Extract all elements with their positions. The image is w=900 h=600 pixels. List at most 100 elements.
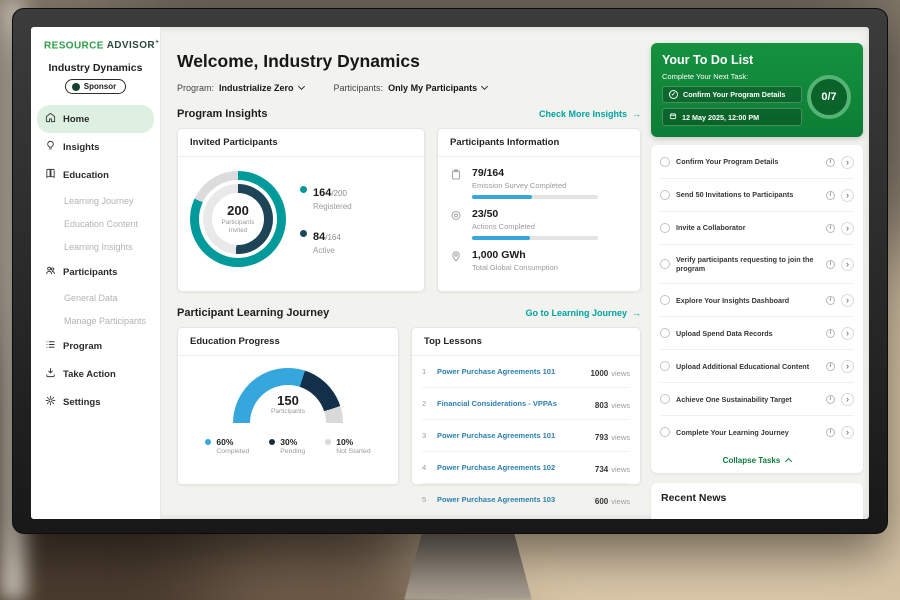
- legend-label: Active: [313, 246, 335, 255]
- sidebar-item-take-action[interactable]: Take Action: [31, 360, 160, 388]
- task-row[interactable]: Achieve One Sustainability Target i ›: [660, 383, 854, 417]
- gauge-center-label: Participants: [271, 408, 305, 415]
- collapse-tasks-button[interactable]: Collapse Tasks: [660, 448, 854, 472]
- task-checkbox[interactable]: [660, 427, 670, 438]
- info-icon[interactable]: i: [826, 427, 835, 437]
- info-icon[interactable]: i: [826, 394, 835, 404]
- sidebar-nav: Home Insights Education Learning Journey…: [31, 105, 160, 416]
- next-task-chip[interactable]: ✓ Confirm Your Program Details: [662, 86, 802, 103]
- program-insights-header: Program Insights Check More Insights →: [177, 108, 641, 120]
- lesson-title-link[interactable]: Power Purchase Agreements 103: [437, 495, 556, 504]
- lesson-row[interactable]: 3 Power Purchase Agreements 101 793 views: [422, 420, 630, 452]
- task-row[interactable]: Verify participants requesting to join t…: [660, 245, 854, 285]
- chevron-right-icon[interactable]: ›: [841, 293, 854, 307]
- lesson-title-link[interactable]: Power Purchase Agreements 101: [437, 367, 556, 376]
- lesson-views: 734 views: [595, 459, 630, 477]
- task-row[interactable]: Explore Your Insights Dashboard i ›: [660, 284, 854, 318]
- todo-task-list: Confirm Your Program Details i › Send 50…: [651, 145, 863, 474]
- sidebar-item-label: Home: [63, 113, 90, 125]
- legend-text: 30% Pending: [280, 437, 305, 455]
- sidebar-item-insights[interactable]: Insights: [31, 133, 160, 161]
- chevron-right-icon[interactable]: ›: [841, 425, 854, 439]
- legend-value: 164: [313, 187, 332, 199]
- lesson-row[interactable]: 1 Power Purchase Agreements 101 1000 view…: [422, 356, 630, 388]
- info-icon[interactable]: i: [826, 328, 835, 338]
- task-checkbox[interactable]: [660, 223, 670, 233]
- sidebar-item-manage-participants[interactable]: Manage Participants: [64, 315, 147, 326]
- sidebar-item-general-data[interactable]: General Data: [64, 292, 118, 303]
- sidebar-item-education-content[interactable]: Education Content: [64, 218, 139, 229]
- views-value: 793: [594, 432, 609, 442]
- task-row[interactable]: Upload Additional Educational Content i …: [660, 350, 854, 384]
- donut-center-value: 200: [227, 203, 249, 219]
- info-icon[interactable]: i: [826, 157, 835, 167]
- chevron-right-icon[interactable]: ›: [841, 257, 854, 271]
- program-filter-dropdown[interactable]: Program: Industrialize Zero: [177, 82, 305, 93]
- chevron-right-icon[interactable]: ›: [841, 221, 854, 235]
- task-checkbox[interactable]: [660, 259, 670, 270]
- task-checkbox[interactable]: [660, 394, 670, 405]
- people-icon: [45, 265, 56, 279]
- task-row[interactable]: Send 50 Invitations to Participants i ›: [660, 179, 854, 212]
- task-checkbox[interactable]: [660, 157, 670, 167]
- info-icon[interactable]: i: [826, 361, 835, 371]
- legend-text: 84/164 Active: [313, 227, 341, 255]
- chevron-right-icon[interactable]: ›: [841, 155, 854, 169]
- stat-content: 23/50 Actions Completed: [472, 208, 598, 240]
- task-row[interactable]: Invite a Collaborator i ›: [660, 212, 854, 245]
- filter-label: Participants:: [333, 83, 384, 93]
- task-checkbox[interactable]: [660, 328, 670, 339]
- sidebar-item-learning-insights[interactable]: Learning Insights: [64, 241, 133, 252]
- participants-filter-dropdown[interactable]: Participants: Only My Participants: [333, 82, 489, 93]
- lesson-title-link[interactable]: Power Purchase Agreements 102: [437, 463, 556, 472]
- info-icon[interactable]: i: [826, 223, 835, 233]
- legend-value: 30%: [280, 437, 298, 447]
- task-checkbox[interactable]: [660, 295, 670, 306]
- sponsor-badge[interactable]: Sponsor: [64, 79, 127, 95]
- next-task-due: 12 May 2025, 12:00 PM: [682, 112, 760, 122]
- filter-value: Only My Participants: [388, 83, 478, 93]
- lesson-row[interactable]: 2 Financial Considerations - VPPAs 803 vi…: [422, 388, 630, 420]
- card-title: Education Progress: [178, 328, 398, 356]
- stat-label: Total Global Consumption: [472, 263, 558, 272]
- next-task-label: Confirm Your Program Details: [683, 90, 786, 99]
- sidebar-item-education[interactable]: Education: [31, 161, 160, 189]
- task-row[interactable]: Complete Your Learning Journey i ›: [660, 416, 854, 448]
- info-icon[interactable]: i: [826, 190, 835, 200]
- invited-participants-card: Invited Participants 200 Participants In…: [177, 128, 425, 292]
- lesson-title-link[interactable]: Financial Considerations - VPPAs: [437, 399, 557, 408]
- stat-value: 1,000 GWh: [472, 249, 526, 261]
- sidebar-item-label: Take Action: [63, 368, 116, 380]
- insights-cards-row: Invited Participants 200 Participants In…: [177, 128, 641, 292]
- task-row[interactable]: Upload Spend Data Records i ›: [660, 317, 854, 351]
- lesson-row[interactable]: 5 Power Purchase Agreements 103 600 views: [422, 484, 630, 515]
- lesson-row[interactable]: 4 Power Purchase Agreements 102 734 views: [422, 452, 630, 484]
- task-checkbox[interactable]: [660, 361, 670, 372]
- chevron-right-icon[interactable]: ›: [841, 188, 854, 202]
- home-icon: [45, 112, 56, 126]
- lesson-title-link[interactable]: Power Purchase Agreements 101: [437, 431, 556, 440]
- task-checkbox[interactable]: [660, 190, 670, 200]
- chevron-right-icon[interactable]: ›: [841, 326, 854, 340]
- app-window: RESOURCE ADVISOR+ Industry Dynamics Spon…: [31, 27, 869, 519]
- sidebar-item-program[interactable]: Program: [31, 332, 160, 360]
- info-icon[interactable]: i: [826, 295, 835, 305]
- lesson-rank: 3: [422, 431, 427, 440]
- chevron-up-icon: [785, 458, 793, 466]
- sidebar-item-home[interactable]: Home: [37, 105, 154, 134]
- check-more-insights-link[interactable]: Check More Insights →: [539, 109, 641, 119]
- sidebar-item-participants[interactable]: Participants: [31, 258, 160, 286]
- go-to-learning-journey-link[interactable]: Go to Learning Journey →: [525, 308, 641, 318]
- task-label: Upload Additional Educational Content: [676, 361, 810, 371]
- task-row[interactable]: Confirm Your Program Details i ›: [660, 146, 854, 179]
- chevron-right-icon[interactable]: ›: [841, 359, 854, 373]
- learning-cards-row: Education Progress 150 Participants: [177, 327, 641, 506]
- chevron-right-icon[interactable]: ›: [841, 392, 854, 406]
- lesson-rows: 1 Power Purchase Agreements 101 1000 view…: [412, 356, 640, 515]
- sidebar-item-settings[interactable]: Settings: [31, 388, 160, 416]
- location-pin-icon: [450, 249, 463, 272]
- info-icon[interactable]: i: [826, 259, 835, 269]
- legend-dot: [325, 439, 332, 445]
- stat-value: 23/50: [472, 208, 499, 220]
- sidebar-item-learning-journey[interactable]: Learning Journey: [64, 195, 134, 206]
